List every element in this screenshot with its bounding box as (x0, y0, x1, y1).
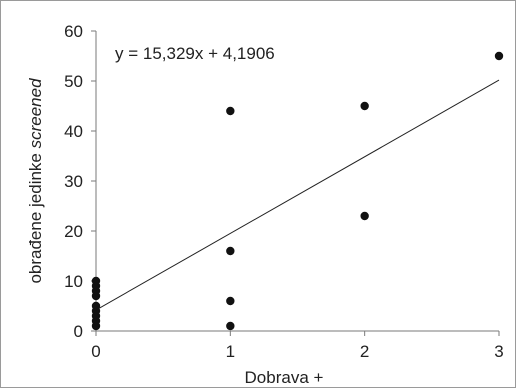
data-point (91, 276, 101, 286)
x-axis-label: Dobrava + (245, 368, 324, 387)
y-tick-label: 10 (64, 272, 83, 291)
y-axis-label: obrađene jedinke screened (26, 78, 45, 284)
y-tick-label: 40 (64, 122, 83, 141)
x-tick-label: 2 (360, 342, 369, 361)
x-tick-label: 3 (494, 342, 503, 361)
data-points (91, 51, 504, 331)
data-point (91, 301, 101, 311)
y-tick-label: 20 (64, 222, 83, 241)
y-axis-label-main: obrađene jedinke (26, 148, 45, 283)
data-point (226, 296, 235, 306)
data-point (226, 106, 235, 116)
trendline-equation: y = 15,329x + 4,1906 (115, 44, 275, 63)
trendline-group (95, 79, 500, 311)
x-tick-label: 1 (226, 342, 235, 361)
data-point (360, 211, 369, 221)
y-tick-label: 30 (64, 172, 83, 191)
axes: 0 10 20 30 40 50 60 0 1 2 3 (64, 22, 504, 361)
data-point (360, 101, 369, 111)
data-point (226, 321, 235, 331)
data-point (226, 246, 235, 256)
labels: y = 15,329x + 4,1906 Dobrava + obrađene … (26, 44, 324, 387)
x-tick-label: 0 (91, 342, 100, 361)
y-tick-label: 50 (64, 72, 83, 91)
data-point (494, 51, 504, 61)
trendline (95, 79, 500, 311)
y-axis-label-italic: screened (26, 78, 45, 148)
y-tick-label: 60 (64, 22, 83, 41)
y-tick-label: 0 (74, 322, 83, 341)
